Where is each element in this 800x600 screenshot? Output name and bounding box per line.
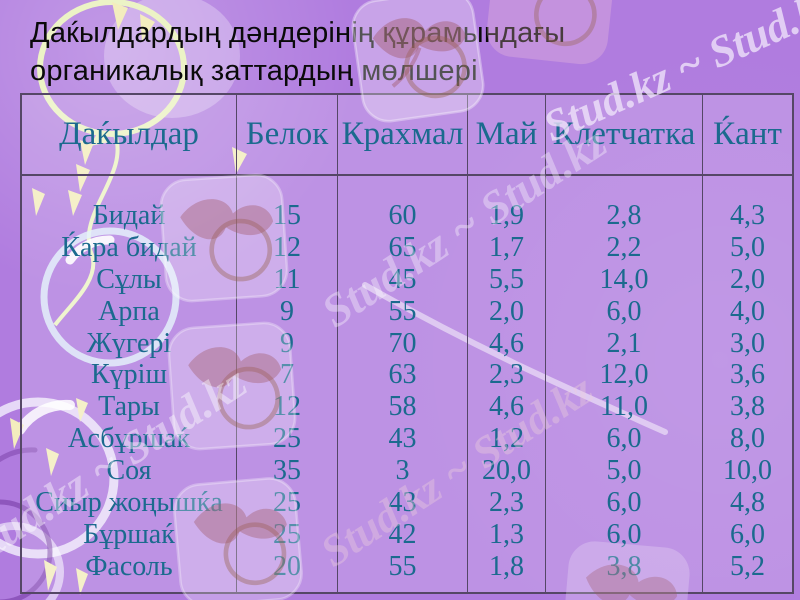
- crop-value: 2,0: [489, 295, 524, 327]
- crop-value: 2,2: [606, 231, 642, 263]
- crop-value: 2,1: [606, 327, 642, 359]
- crop-value: 4,8: [730, 487, 765, 519]
- crop-value: 6,0: [730, 518, 765, 550]
- column-sugar: 4,3 5,0 2,0 4,0 3,0 3,6 3,8 8,0 10,0 4,8 6,0 5,2: [703, 176, 792, 592]
- header-fiber: Клетчатка: [546, 95, 703, 174]
- header-crops: Даќылдар: [22, 95, 237, 174]
- crop-value: 5,0: [606, 455, 642, 487]
- crop-value: 70: [388, 327, 417, 359]
- crop-value: 9: [280, 327, 294, 359]
- crop-value: 1,7: [489, 231, 524, 263]
- column-starch: 60 65 45 55 70 63 58 43 3 43 42 55: [338, 176, 468, 592]
- crop-value: 12: [273, 231, 301, 263]
- crop-value: 4,3: [730, 200, 765, 231]
- crop-value: 45: [388, 263, 417, 295]
- crop-value: 60: [388, 200, 417, 231]
- header-sugar: Ќант: [703, 95, 792, 174]
- crop-value: 42: [388, 518, 417, 550]
- crop-value: 6,0: [606, 518, 642, 550]
- crop-value: 3,0: [730, 327, 765, 359]
- crop-value: 2,3: [489, 487, 524, 519]
- crop-value: 20: [273, 550, 301, 582]
- crop-value: 12,0: [599, 359, 649, 391]
- header-starch: Крахмал: [338, 95, 468, 174]
- crop-value: 6,0: [606, 487, 642, 519]
- crop-value: 9: [280, 295, 294, 327]
- crop-name: Арпа: [98, 295, 160, 327]
- crop-name: Сиыр жоңышќа: [35, 487, 223, 519]
- crop-value: 3,8: [606, 550, 642, 582]
- column-protein: 15 12 11 9 9 7 12 25 35 25 25 20: [237, 176, 338, 592]
- crop-value: 65: [388, 231, 417, 263]
- crop-name: Жүгері: [86, 327, 172, 359]
- crop-name: Күріш: [90, 359, 167, 391]
- column-crops: Бидай Ќара бидай Сұлы Арпа Жүгері Күріш Тары Ас…: [22, 176, 237, 592]
- header-protein: Белок: [237, 95, 338, 174]
- crop-value: 10,0: [723, 455, 772, 487]
- crop-value: 43: [388, 487, 417, 519]
- crop-value: 2,0: [730, 263, 765, 295]
- crop-name: Бұршаќ: [83, 518, 175, 550]
- crop-value: 2,8: [606, 200, 642, 231]
- crops-table: Даќылдар Белок Крахмал Май Клетчатка Ќан…: [20, 93, 794, 594]
- crop-value: 11: [273, 263, 301, 295]
- crop-value: 25: [273, 423, 301, 455]
- crop-value: 35: [273, 455, 301, 487]
- crop-value: 58: [388, 391, 417, 423]
- crop-value: 5,5: [489, 263, 524, 295]
- crop-value: 3,8: [730, 391, 765, 423]
- table-body: Бидай Ќара бидай Сұлы Арпа Жүгері Күріш Тары Ас…: [22, 176, 792, 592]
- crop-name: Ќара бидай: [61, 231, 197, 263]
- crop-value: 3,6: [730, 359, 765, 391]
- crop-value: 4,6: [489, 391, 524, 423]
- crop-value: 8,0: [730, 423, 765, 455]
- crop-value: 5,2: [730, 550, 765, 582]
- crop-value: 3: [395, 455, 410, 487]
- crop-value: 1,3: [489, 518, 524, 550]
- crop-value: 1,8: [489, 550, 524, 582]
- crop-value: 55: [388, 550, 417, 582]
- column-fiber: 2,8 2,2 14,0 6,0 2,1 12,0 11,0 6,0 5,0 6,0 6,0 3,8: [546, 176, 703, 592]
- crop-name: Фасоль: [85, 550, 173, 582]
- crop-value: 43: [388, 423, 417, 455]
- crop-value: 6,0: [606, 295, 642, 327]
- crop-name: Соя: [106, 455, 152, 487]
- crop-value: 4,0: [730, 295, 765, 327]
- slide-title: Даќылдардың дәндерінің құрамындағы орган…: [30, 14, 565, 90]
- crop-value: 55: [388, 295, 417, 327]
- crop-name: Тары: [98, 391, 160, 423]
- column-fat: 1,9 1,7 5,5 2,0 4,6 2,3 4,6 1,2 20,0 2,3 1,3 1,8: [468, 176, 546, 592]
- crop-value: 63: [388, 359, 417, 391]
- header-fat: Май: [468, 95, 546, 174]
- crop-value: 11,0: [600, 391, 648, 423]
- crop-name: Сұлы: [96, 263, 162, 295]
- crop-value: 4,6: [489, 327, 524, 359]
- crop-value: 1,9: [489, 200, 524, 231]
- crop-value: 15: [273, 200, 301, 231]
- crop-value: 2,3: [489, 359, 524, 391]
- crop-value: 14,0: [599, 263, 649, 295]
- crop-name: Асбұршаќ: [67, 423, 191, 455]
- crop-value: 25: [273, 518, 301, 550]
- crop-value: 12: [273, 391, 301, 423]
- crop-value: 25: [273, 487, 301, 519]
- crop-value: 20,0: [482, 455, 531, 487]
- crop-value: 1,2: [489, 423, 524, 455]
- crop-value: 5,0: [730, 231, 765, 263]
- crop-name: Бидай: [92, 200, 166, 231]
- crop-value: 6,0: [606, 423, 642, 455]
- slide-title-line2: органикалық заттардың мөлшері: [30, 55, 478, 87]
- table-header-row: Даќылдар Белок Крахмал Май Клетчатка Ќан…: [22, 95, 792, 176]
- slide-title-line1: Даќылдардың дәндерінің құрамындағы: [30, 17, 566, 49]
- crop-value: 7: [280, 359, 294, 391]
